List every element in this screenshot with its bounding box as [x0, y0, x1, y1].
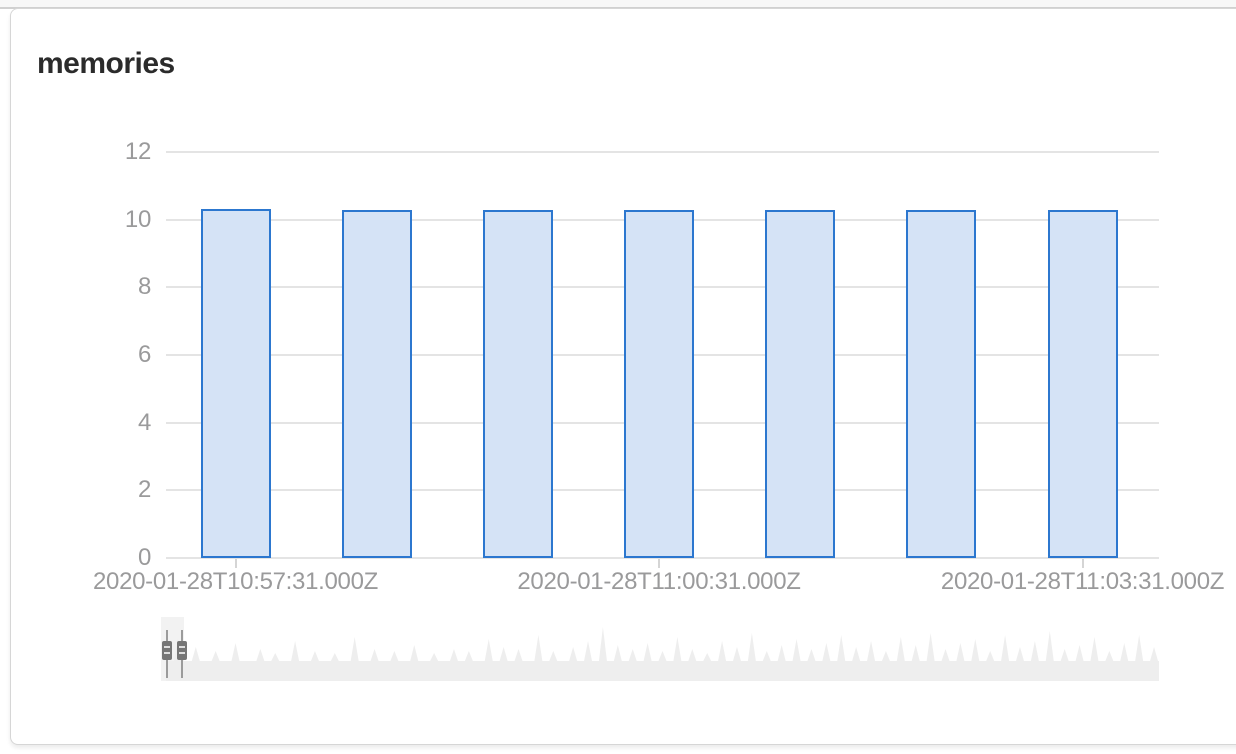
- x-axis-tick: [1081, 559, 1084, 568]
- x-axis-label: 2020-01-28T11:03:31.000Z: [940, 568, 1225, 595]
- navigator-left-handle[interactable]: [162, 630, 172, 678]
- bar[interactable]: [624, 210, 694, 558]
- bar[interactable]: [200, 208, 271, 558]
- gridline-y-12: [166, 151, 1159, 154]
- y-axis-label: 2: [137, 476, 151, 504]
- y-axis-label: 6: [137, 341, 151, 369]
- y-axis-label: 8: [137, 273, 151, 301]
- handle-grip-icon: [162, 641, 172, 660]
- x-axis-tick: [658, 559, 660, 568]
- bar[interactable]: [906, 210, 977, 558]
- x-axis-tick: [234, 559, 237, 568]
- y-axis-label: 10: [124, 205, 151, 233]
- bar[interactable]: [765, 210, 836, 558]
- x-axis-label: 2020-01-28T10:57:31.000Z: [92, 568, 379, 595]
- handle-grip-icon: [177, 641, 187, 660]
- y-axis-label: 4: [137, 408, 151, 436]
- bar-chart-plot: 0 2 4 6 8 10 12 2020-01-28T10:57:31.000Z 2020-01…: [11, 9, 1236, 744]
- x-axis-label: 2020-01-28T11:00:31.000Z: [517, 568, 801, 595]
- y-axis-label: 12: [124, 138, 151, 166]
- panel-title: memories: [37, 47, 175, 80]
- navigator-right-handle[interactable]: [177, 630, 187, 678]
- bar[interactable]: [341, 210, 412, 558]
- minimap-area: [166, 627, 1159, 681]
- navigator-minimap[interactable]: [166, 619, 1159, 681]
- bar[interactable]: [1047, 210, 1118, 558]
- y-axis-label: 0: [137, 544, 151, 571]
- chart-panel: memories 0 2 4 6 8 10 12 2020-01-28T10:57:31.00…: [10, 8, 1236, 745]
- bar[interactable]: [482, 210, 553, 558]
- gridline-y-0: [166, 557, 1159, 559]
